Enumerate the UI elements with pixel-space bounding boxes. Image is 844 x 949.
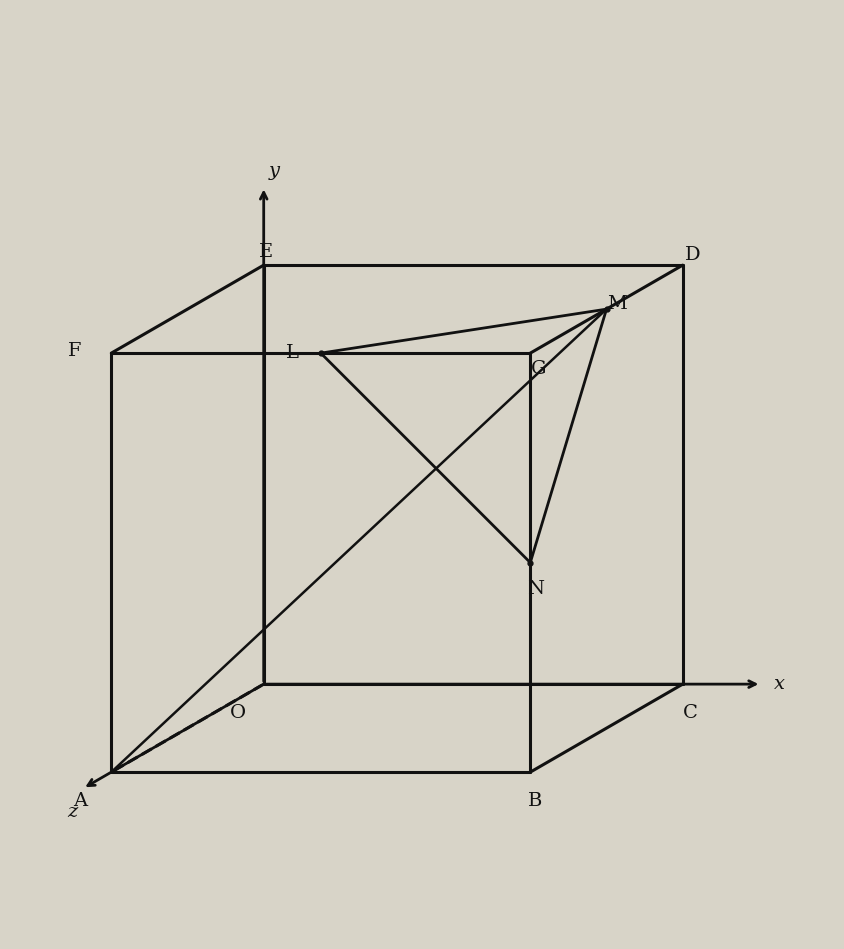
Text: G: G [530, 360, 546, 378]
Text: C: C [683, 704, 698, 722]
Text: z: z [68, 803, 78, 821]
Text: x: x [774, 675, 785, 693]
Text: F: F [68, 342, 81, 360]
Text: B: B [528, 791, 543, 809]
Text: D: D [685, 246, 701, 264]
Text: y: y [268, 162, 279, 180]
Text: M: M [607, 295, 627, 313]
Text: L: L [285, 344, 299, 363]
Text: A: A [73, 791, 87, 809]
Text: O: O [230, 704, 246, 722]
Text: E: E [259, 243, 273, 261]
Text: N: N [527, 580, 544, 598]
